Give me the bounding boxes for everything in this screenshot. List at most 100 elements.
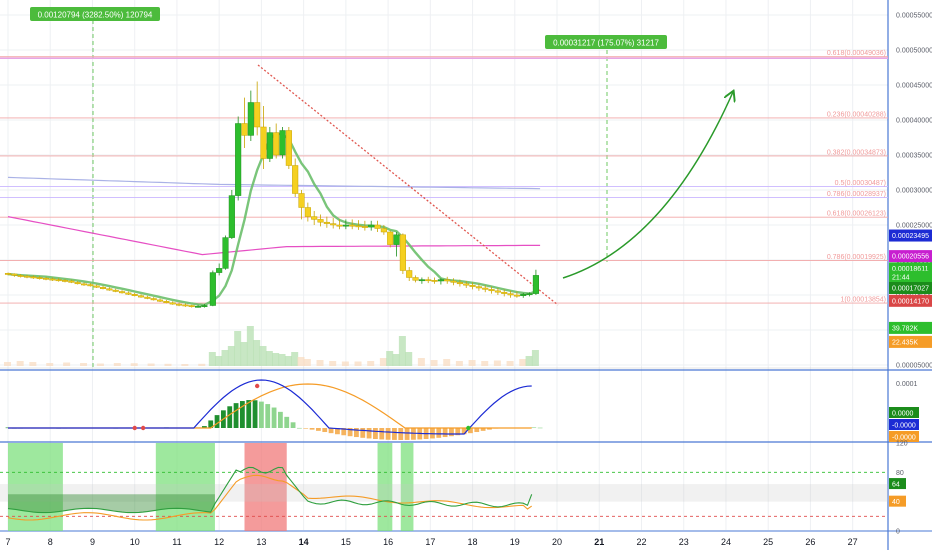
candle-body [362,226,368,227]
macd-histogram-bar [272,408,277,428]
candle-body [157,300,163,301]
time-axis[interactable]: 7 8 9 10 11 12 13 14 15 16 17 18 19 20 21 22 23 24 25 26 27 [5,537,857,547]
volume-bar [266,351,273,366]
volume-bar [469,360,476,366]
candle-body [267,133,273,159]
candle-body [356,226,362,227]
volume-bar [399,336,406,366]
candle-body [145,297,151,298]
left-measure-note[interactable]: 0.00120794 (3282.50%) 120794 [30,7,160,21]
x-tick-label: 23 [679,537,689,547]
candle-body [43,278,49,279]
volume-bar [209,352,216,366]
candle-body [107,289,113,290]
candle-body [533,275,539,293]
x-tick-label: 13 [256,537,266,547]
volume-bar [131,363,138,366]
candle-body [318,219,324,222]
candle-body [311,217,317,220]
volume-bar [80,363,87,366]
price-badge-label: 21:44 [892,274,910,281]
volume-bar [97,364,104,367]
macd-histogram-bar [253,400,258,428]
volume-bar [241,342,248,366]
fib-label: 0.618(0.00049036) [827,50,886,57]
x-tick-label: 12 [214,537,224,547]
y-tick-label: 0.00055000 [896,13,932,20]
rsi-badge-label: 40 [892,499,900,506]
candle-body [69,281,75,282]
volume-bar [393,354,400,366]
macd-histogram-bar [392,428,397,440]
candle-body [170,303,176,304]
macd-histogram-bar [215,415,220,428]
candle-body [514,295,520,296]
candle-body [229,196,235,238]
candle-body [476,287,482,288]
candle-body [81,284,87,285]
macd-histogram-bar [291,422,296,428]
candle-body [5,273,11,274]
candle-body [470,285,476,286]
macd-histogram-bar [379,428,384,439]
right-measure-label: 0.00031217 (175.07%) 31217 [553,39,659,48]
macd-histogram-bar [316,428,321,431]
candle-body [324,222,330,223]
volume-bar [380,358,387,366]
rsi-tick-label: 0 [896,529,900,536]
macd-cross-dot [255,384,259,388]
x-tick-label: 21 [594,537,604,547]
right-measure-note[interactable]: 0.00031217 (175.07%) 31217 [545,35,667,49]
candle-body [292,166,298,194]
x-tick-label: 14 [299,537,309,547]
macd-badge-label: 0.0000 [892,411,914,418]
candle-body [381,229,387,233]
volume-bar [481,361,488,366]
price-badge-label: 0.00014170 [892,298,929,305]
volume-bar [29,362,36,366]
macd-histogram-bar [234,403,239,428]
candle-body [189,306,195,307]
macd-histogram-bar [303,428,308,429]
candle-body [75,282,81,283]
candle-body [254,103,260,128]
candle-body [18,275,24,276]
macd-histogram-bar [297,428,302,429]
candle-body [126,293,132,294]
price-badge-label: 0.00023495 [892,233,929,240]
candle-body [216,268,222,272]
candle-body [330,224,336,225]
x-tick-label: 19 [510,537,520,547]
x-tick-label: 22 [636,537,646,547]
x-tick-label: 16 [383,537,393,547]
fib-label: 1(0.00013854) [840,297,886,304]
macd-histogram-bar [284,417,289,428]
volume-bar [198,364,205,366]
candle-body [438,280,444,281]
candle-body [489,289,495,290]
volume-bar [507,361,514,366]
candle-body [261,127,267,159]
y-tick-label: 0.00040000 [896,118,932,125]
volume-bar [46,363,53,366]
candle-body [132,294,138,295]
macd-histogram-bar [373,428,378,439]
candle-body [62,280,68,281]
volume-bar [526,356,533,366]
candle-body [337,225,343,226]
volume-bar [63,363,70,367]
volume-bar [386,351,393,366]
candle-body [495,291,501,292]
candle-body [368,225,374,227]
macd-histogram-bar [278,412,283,428]
volume-bar [494,361,501,367]
candle-body [457,282,463,283]
candle-body [501,292,507,293]
price-badge-label: 0.00017027 [892,286,929,293]
fib-label: 0.786(0.00019925) [827,254,886,261]
macd-histogram-bar [227,406,232,428]
candle-body [432,280,438,281]
x-tick-label: 20 [552,537,562,547]
volume-bar [355,362,362,367]
